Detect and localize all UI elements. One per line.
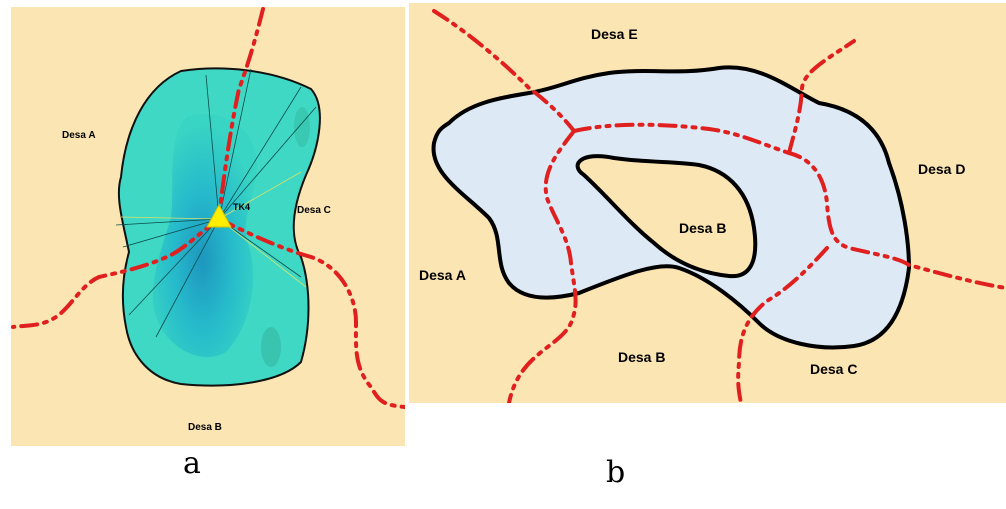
survey-lines	[115, 68, 317, 338]
caption-b: b	[606, 455, 626, 490]
deep-basin	[152, 113, 257, 358]
village-label-b-center: Desa B	[679, 220, 726, 236]
caption-a: a	[183, 446, 201, 481]
map-b-canvas: Desa E Desa D Desa A Desa B Desa B Desa …	[409, 3, 1006, 403]
station-label: TK4	[233, 202, 250, 212]
shoal-north	[294, 107, 310, 147]
boundary-ring	[572, 122, 1006, 290]
shoal-south	[261, 327, 281, 367]
map-panel-a: TK4 Desa A Desa C Desa B	[11, 7, 405, 446]
tk4-marker-icon	[206, 203, 232, 228]
village-label-a: Desa A	[419, 267, 466, 283]
reservoir-outline	[431, 65, 912, 350]
map-panel-b: Desa E Desa D Desa A Desa B Desa B Desa …	[409, 3, 1006, 403]
map-a-canvas: TK4 Desa A Desa C Desa B	[11, 7, 405, 446]
boundary-e-d	[787, 39, 856, 155]
village-label-e: Desa E	[591, 26, 638, 42]
boundary-east	[217, 217, 405, 409]
village-label-b-south: Desa B	[618, 349, 665, 365]
boundary-west	[11, 217, 221, 329]
village-label-d: Desa D	[918, 161, 965, 177]
boundary-b-c	[736, 246, 829, 403]
boundary-e-a	[432, 9, 576, 133]
boundary-a-b	[507, 129, 578, 403]
survey-lines-light	[120, 171, 307, 288]
village-label-b: Desa B	[188, 422, 222, 433]
village-label-c: Desa C	[810, 361, 857, 377]
village-label-c: Desa C	[297, 205, 331, 216]
village-label-a: Desa A	[62, 130, 96, 141]
